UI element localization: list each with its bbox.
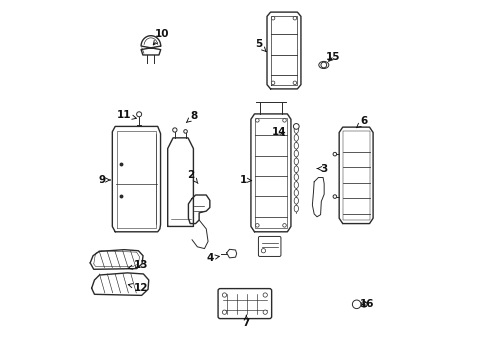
Ellipse shape [318, 62, 328, 68]
Ellipse shape [294, 142, 298, 149]
Circle shape [263, 293, 267, 297]
Text: 5: 5 [255, 39, 265, 52]
Circle shape [255, 118, 259, 122]
Polygon shape [90, 249, 143, 269]
Circle shape [332, 195, 336, 198]
Polygon shape [141, 36, 161, 55]
Circle shape [271, 17, 274, 20]
Ellipse shape [294, 205, 298, 212]
Text: 14: 14 [272, 127, 286, 137]
Text: 2: 2 [187, 170, 198, 184]
Circle shape [255, 224, 259, 227]
Ellipse shape [294, 189, 298, 196]
Text: 16: 16 [359, 299, 373, 309]
Circle shape [292, 81, 296, 85]
Polygon shape [226, 249, 236, 258]
Circle shape [172, 128, 177, 132]
Text: 3: 3 [317, 163, 327, 174]
Circle shape [282, 224, 285, 227]
Circle shape [282, 118, 285, 122]
Ellipse shape [294, 150, 298, 157]
Circle shape [222, 293, 226, 297]
Bar [342, 131, 369, 220]
FancyBboxPatch shape [258, 237, 281, 256]
Circle shape [271, 81, 274, 85]
Polygon shape [266, 12, 300, 89]
Circle shape [136, 112, 142, 117]
Text: 7: 7 [242, 315, 249, 328]
Text: 9: 9 [99, 175, 110, 185]
Text: 4: 4 [206, 253, 219, 263]
Circle shape [292, 17, 296, 20]
Circle shape [222, 310, 226, 314]
Circle shape [263, 310, 267, 314]
Text: 13: 13 [128, 260, 148, 270]
Circle shape [352, 300, 360, 309]
Ellipse shape [294, 134, 298, 141]
Circle shape [361, 301, 366, 307]
Ellipse shape [294, 197, 298, 204]
Circle shape [293, 123, 299, 129]
Ellipse shape [294, 181, 298, 188]
Circle shape [320, 62, 326, 68]
Polygon shape [339, 127, 372, 224]
Text: 6: 6 [356, 116, 367, 128]
Ellipse shape [294, 166, 298, 173]
Polygon shape [312, 177, 324, 217]
Text: 10: 10 [153, 28, 169, 45]
Bar [255, 118, 286, 228]
Polygon shape [91, 273, 148, 296]
Text: 11: 11 [116, 110, 136, 120]
Polygon shape [250, 114, 290, 232]
Polygon shape [188, 195, 209, 224]
Text: 1: 1 [240, 175, 251, 185]
Ellipse shape [294, 174, 298, 180]
Text: 12: 12 [128, 283, 148, 293]
Polygon shape [167, 138, 193, 226]
Circle shape [332, 152, 336, 156]
Circle shape [261, 249, 265, 253]
Text: 8: 8 [186, 111, 197, 123]
Ellipse shape [294, 127, 298, 134]
Ellipse shape [294, 158, 298, 165]
Circle shape [183, 130, 187, 133]
Text: 15: 15 [325, 52, 340, 62]
Polygon shape [112, 126, 160, 232]
FancyBboxPatch shape [218, 289, 271, 319]
